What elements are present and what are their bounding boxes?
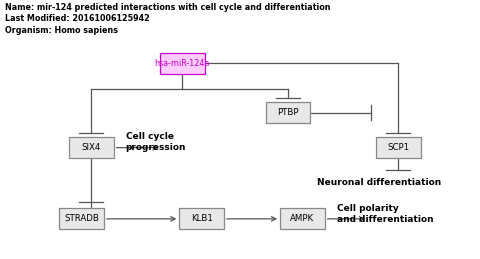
Text: Cell cycle
progression: Cell cycle progression xyxy=(126,132,186,152)
Text: Cell polarity
and differentiation: Cell polarity and differentiation xyxy=(337,204,433,224)
Text: PTBP: PTBP xyxy=(277,108,299,117)
Bar xyxy=(180,208,224,229)
Text: STRADB: STRADB xyxy=(64,214,99,223)
Text: KLB1: KLB1 xyxy=(191,214,213,223)
Text: Last Modified: 20161006125942: Last Modified: 20161006125942 xyxy=(5,14,150,23)
Text: Organism: Homo sapiens: Organism: Homo sapiens xyxy=(5,26,118,35)
Text: SCP1: SCP1 xyxy=(387,143,409,152)
Bar xyxy=(60,208,104,229)
Text: Name: mir-124 predicted interactions with cell cycle and differentiation: Name: mir-124 predicted interactions wit… xyxy=(5,3,330,12)
Text: Neuronal differentiation: Neuronal differentiation xyxy=(317,178,441,187)
Text: SIX4: SIX4 xyxy=(82,143,101,152)
Bar xyxy=(266,102,310,123)
Bar xyxy=(160,53,204,74)
Bar xyxy=(376,137,420,158)
Text: hsa-miR-124a: hsa-miR-124a xyxy=(155,59,210,68)
Bar xyxy=(280,208,324,229)
Bar xyxy=(69,137,114,158)
Text: AMPK: AMPK xyxy=(290,214,314,223)
